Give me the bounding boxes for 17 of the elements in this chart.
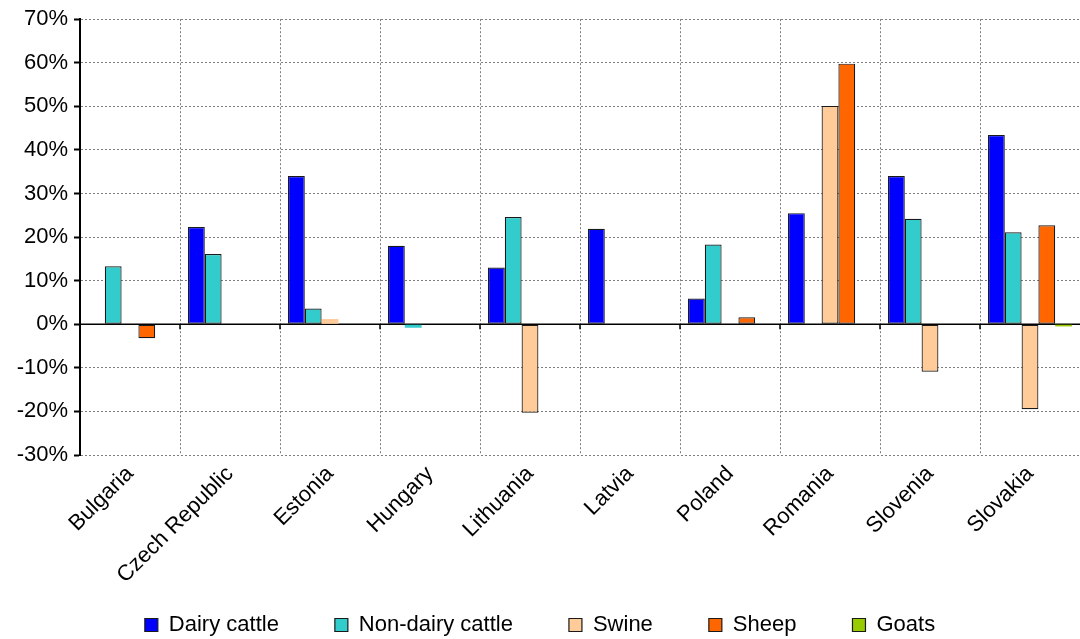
- legend-label: Dairy cattle: [168, 611, 279, 637]
- y-tick-label: -10%: [16, 353, 68, 379]
- bar: [321, 319, 339, 324]
- legend-label: Sheep: [732, 611, 797, 637]
- y-tick-label: 10%: [23, 266, 68, 292]
- y-tick-label: -30%: [16, 441, 68, 467]
- legend-label: Swine: [592, 611, 653, 637]
- legend-label: Goats: [876, 611, 936, 637]
- y-tick-label: 30%: [23, 179, 68, 205]
- y-tick-label: 50%: [23, 92, 68, 118]
- y-tick-label: 40%: [23, 136, 68, 161]
- y-tick-label: -20%: [16, 397, 68, 423]
- y-tick-label: 20%: [23, 223, 68, 249]
- y-tick-label: 70%: [23, 5, 68, 31]
- y-tick-label: 0%: [36, 310, 68, 336]
- legend-label: Non-dairy cattle: [358, 611, 513, 637]
- y-tick-label: 60%: [23, 48, 68, 74]
